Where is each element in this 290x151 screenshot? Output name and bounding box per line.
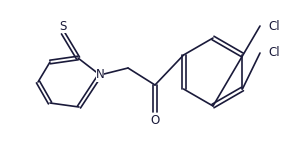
Text: S: S <box>59 19 67 32</box>
Text: O: O <box>151 114 160 127</box>
Text: N: N <box>96 69 104 82</box>
Text: Cl: Cl <box>268 47 280 59</box>
Text: Cl: Cl <box>268 19 280 32</box>
